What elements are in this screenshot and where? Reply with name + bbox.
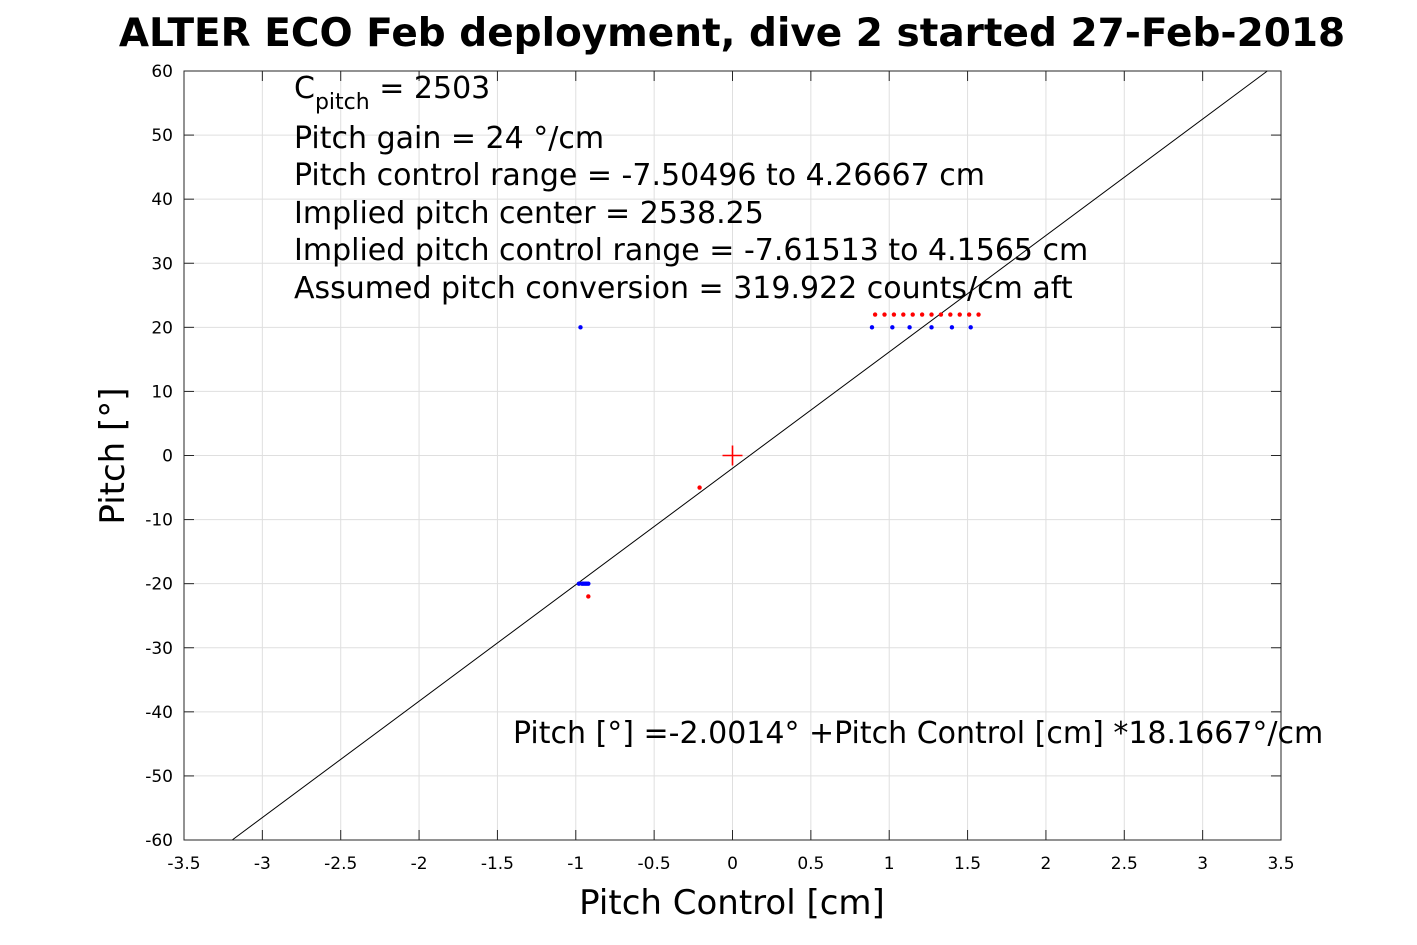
y-tick-label: -40 — [145, 703, 173, 723]
data-point — [869, 325, 875, 330]
x-tick-label: 3.5 — [1267, 854, 1294, 874]
y-tick-label: -20 — [145, 575, 173, 595]
x-tick-label: -3 — [254, 854, 271, 874]
data-points — [576, 312, 981, 599]
y-tick-label: 0 — [162, 447, 173, 467]
center-marker-group — [722, 445, 743, 466]
data-point — [882, 312, 887, 317]
data-point — [891, 312, 897, 317]
c-pitch-subscript: pitch — [315, 90, 370, 115]
x-tick-label: 1.5 — [954, 854, 981, 874]
pitch-gain-annotation: Pitch gain = 24 °/cm — [294, 121, 604, 156]
x-tick-label: 2 — [1041, 854, 1052, 874]
fit-line-group — [231, 70, 1268, 841]
y-tick-label: 10 — [151, 382, 173, 402]
x-tick-label: -2.5 — [324, 854, 357, 874]
y-tick-label: 40 — [151, 190, 173, 210]
c-pitch-symbol: C — [294, 71, 315, 106]
y-tick-label: -10 — [145, 511, 173, 531]
y-axis-ticks: -60 -50 -40 -30 -20 -10 0 10 20 30 40 50 60 — [145, 62, 1281, 851]
implied-center-annotation: Implied pitch center = 2538.25 — [294, 196, 764, 231]
data-point — [576, 581, 582, 586]
x-tick-label: 1 — [884, 854, 895, 874]
implied-range-annotation: Implied pitch control range = -7.61513 t… — [294, 233, 1088, 268]
y-tick-label: 30 — [151, 254, 173, 274]
data-point — [929, 325, 934, 330]
conversion-annotation: Assumed pitch conversion = 319.922 count… — [294, 271, 1073, 306]
data-point — [957, 312, 962, 317]
y-tick-label: -60 — [145, 831, 173, 851]
data-point — [949, 325, 955, 330]
y-tick-label: -50 — [145, 767, 173, 787]
x-tick-label: -0.5 — [638, 854, 671, 874]
data-point — [697, 485, 702, 490]
data-point — [919, 312, 925, 317]
data-point — [948, 312, 953, 317]
x-tick-label: 0.5 — [797, 854, 824, 874]
y-tick-label: 50 — [151, 126, 173, 146]
annotation-block: Cpitch = 2503 Pitch gain = 24 °/cm Pitch… — [294, 71, 1088, 306]
c-pitch-annotation: Cpitch = 2503 — [294, 71, 490, 115]
y-tick-label: 20 — [151, 318, 173, 338]
data-point — [929, 312, 934, 317]
data-point — [586, 594, 591, 599]
data-point — [907, 325, 912, 330]
x-axis-ticks: -3.5 -3 -2.5 -2 -1.5 -1 -0.5 0 0.5 1 1.5 2 2.5 3 3.5 — [167, 71, 1295, 874]
data-point — [890, 325, 895, 330]
data-point — [578, 325, 583, 330]
x-tick-label: -3.5 — [167, 854, 200, 874]
x-tick-label: 3 — [1197, 854, 1208, 874]
data-point — [872, 312, 878, 317]
chart-title: ALTER ECO Feb deployment, dive 2 started… — [119, 11, 1345, 56]
fit-line — [231, 70, 1268, 841]
pitch-control-range-annotation: Pitch control range = -7.50496 to 4.2666… — [294, 158, 985, 193]
y-tick-label: 60 — [151, 62, 173, 82]
fit-equation-annotation: Pitch [°] =-2.0014° +Pitch Control [cm] … — [513, 716, 1323, 751]
data-point — [910, 312, 915, 317]
data-point — [966, 312, 972, 317]
x-tick-label: -1 — [567, 854, 584, 874]
x-tick-label: 2.5 — [1111, 854, 1138, 874]
data-point — [968, 325, 973, 330]
y-tick-label: -30 — [145, 639, 173, 659]
data-point — [976, 312, 981, 317]
c-pitch-value: = 2503 — [370, 71, 491, 106]
x-tick-label: -1.5 — [481, 854, 514, 874]
x-axis-label: Pitch Control [cm] — [579, 883, 885, 923]
data-point — [938, 312, 944, 317]
x-tick-label: -2 — [411, 854, 428, 874]
x-tick-label: 0 — [727, 854, 738, 874]
data-point — [586, 581, 591, 586]
y-axis-label: Pitch [°] — [93, 387, 133, 524]
data-point — [901, 312, 906, 317]
